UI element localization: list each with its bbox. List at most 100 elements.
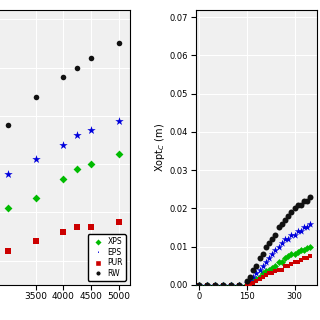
Point	[308, 253, 313, 259]
Point	[61, 176, 66, 181]
Point	[263, 273, 268, 278]
Point	[5, 123, 11, 128]
Point	[251, 278, 256, 284]
Point	[276, 225, 281, 230]
Point	[308, 194, 313, 199]
Point	[228, 282, 233, 287]
Point	[289, 252, 294, 257]
Point	[267, 255, 272, 260]
Point	[204, 282, 210, 287]
Point	[251, 275, 256, 280]
Point	[260, 275, 265, 280]
Point	[276, 259, 281, 264]
Point	[212, 282, 218, 287]
Point	[292, 259, 297, 264]
Point	[254, 278, 259, 284]
Point	[279, 221, 284, 226]
Point	[260, 271, 265, 276]
Point	[247, 275, 252, 280]
Point	[283, 217, 288, 222]
Point	[254, 271, 259, 276]
Point	[247, 280, 252, 285]
Point	[305, 246, 310, 251]
Point	[61, 229, 66, 234]
Point	[289, 233, 294, 238]
Point	[295, 250, 300, 255]
Point	[88, 128, 93, 133]
Point	[292, 233, 297, 238]
Point	[260, 263, 265, 268]
Point	[257, 267, 262, 272]
Point	[212, 282, 218, 287]
Point	[298, 248, 303, 253]
Point	[196, 282, 202, 287]
Point	[289, 210, 294, 215]
Point	[298, 202, 303, 207]
Point	[61, 75, 66, 80]
Point	[75, 224, 80, 229]
Point	[273, 233, 278, 238]
Point	[305, 255, 310, 260]
Point	[301, 255, 307, 260]
Point	[204, 282, 210, 287]
Point	[116, 118, 121, 123]
Point	[228, 282, 233, 287]
Point	[263, 269, 268, 274]
Point	[279, 240, 284, 245]
Point	[236, 282, 241, 287]
Point	[33, 195, 38, 200]
Point	[228, 282, 233, 287]
Point	[283, 236, 288, 242]
Point	[273, 269, 278, 274]
Point	[116, 220, 121, 225]
Point	[308, 221, 313, 226]
Point	[196, 282, 202, 287]
Point	[298, 257, 303, 262]
Point	[88, 55, 93, 60]
Point	[285, 253, 291, 259]
Point	[33, 239, 38, 244]
Point	[196, 282, 202, 287]
Point	[196, 282, 202, 287]
Point	[285, 236, 291, 242]
Point	[267, 271, 272, 276]
Point	[285, 213, 291, 219]
Point	[263, 259, 268, 264]
Point	[301, 198, 307, 203]
Point	[257, 275, 262, 280]
Point	[298, 229, 303, 234]
Point	[244, 278, 249, 284]
Point	[236, 282, 241, 287]
Point	[88, 162, 93, 167]
Point	[236, 282, 241, 287]
Point	[220, 282, 226, 287]
Point	[308, 244, 313, 249]
Point	[260, 252, 265, 257]
Legend: XPS, EPS, PUR, RW: XPS, EPS, PUR, RW	[88, 234, 126, 281]
Point	[276, 244, 281, 249]
Point	[283, 263, 288, 268]
Point	[220, 282, 226, 287]
Point	[295, 259, 300, 264]
Point	[305, 198, 310, 203]
Point	[244, 281, 249, 286]
Point	[279, 267, 284, 272]
Point	[61, 142, 66, 147]
Point	[75, 65, 80, 70]
Point	[254, 263, 259, 268]
Point	[244, 280, 249, 285]
Point	[244, 282, 249, 287]
Point	[267, 267, 272, 272]
Point	[295, 229, 300, 234]
Point	[33, 94, 38, 99]
Point	[257, 276, 262, 282]
Point	[247, 278, 252, 284]
Point	[270, 265, 275, 270]
Point	[279, 259, 284, 264]
Point	[220, 282, 226, 287]
Point	[88, 224, 93, 229]
Point	[273, 248, 278, 253]
Point	[116, 152, 121, 157]
Point	[257, 255, 262, 260]
Point	[292, 206, 297, 211]
